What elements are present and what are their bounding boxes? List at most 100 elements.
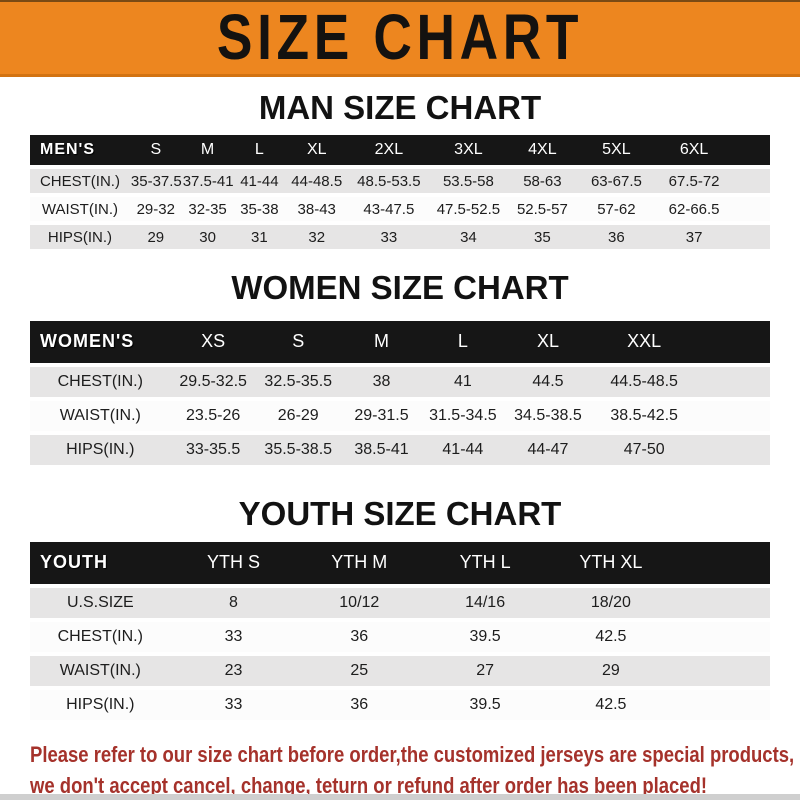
spacer-cell xyxy=(732,225,770,250)
table-cell: 39.5 xyxy=(422,621,548,652)
table-cell: 38 xyxy=(340,366,423,397)
table-cell: 8 xyxy=(170,587,297,618)
row-label: CHEST(IN.) xyxy=(30,621,171,652)
table-cell: 39.5 xyxy=(422,689,548,720)
table-cell: 42.5 xyxy=(547,621,674,652)
spacer-cell xyxy=(673,689,770,720)
youth-size-header: YTH M xyxy=(296,541,423,584)
table-cell: 32-35 xyxy=(181,197,234,222)
table-cell: 26-29 xyxy=(255,400,341,431)
table-cell: 44.5-48.5 xyxy=(592,366,696,397)
spacer-cell xyxy=(732,135,770,166)
youth-size-header: YTH L xyxy=(422,541,548,584)
youth-section-heading: YOUTH SIZE CHART xyxy=(238,494,562,532)
table-cell: 36 xyxy=(296,621,423,652)
table-cell: 33 xyxy=(348,225,430,250)
table-cell: 35-37.5 xyxy=(129,169,182,194)
men-hips-row: HIPS(IN.) 29 30 31 32 33 34 35 36 37 xyxy=(30,225,770,250)
youth-size-header: YTH XL xyxy=(547,541,674,584)
spacer-cell xyxy=(673,621,770,652)
row-label: CHEST(IN.) xyxy=(30,169,130,194)
row-label: HIPS(IN.) xyxy=(30,225,130,250)
youth-waist-row: WAIST(IN.) 23 25 27 29 xyxy=(30,655,770,686)
table-cell: 62-66.5 xyxy=(655,197,733,222)
youth-header-row: YOUTH YTH S YTH M YTH L YTH XL xyxy=(30,541,770,584)
table-cell: 44-48.5 xyxy=(285,169,349,194)
table-cell: 27 xyxy=(422,655,548,686)
women-section-heading: WOMEN SIZE CHART xyxy=(231,269,569,307)
table-cell: 41 xyxy=(422,366,504,397)
table-cell: 38.5-41 xyxy=(340,434,423,465)
table-cell: 35-38 xyxy=(233,197,286,222)
spacer-cell xyxy=(695,320,770,363)
table-cell: 52.5-57 xyxy=(507,197,578,222)
women-size-table: WOMEN'S XS S M L XL XXL CHEST(IN.) 29.5-… xyxy=(30,317,770,469)
row-label: WAIST(IN.) xyxy=(30,655,171,686)
table-cell: 31.5-34.5 xyxy=(422,400,504,431)
spacer-cell xyxy=(673,587,770,618)
row-label: WAIST(IN.) xyxy=(30,400,171,431)
table-cell: 25 xyxy=(296,655,423,686)
women-size-header: L xyxy=(422,320,504,363)
banner: SIZE CHART xyxy=(0,0,800,77)
men-size-header: 6XL xyxy=(655,135,733,166)
table-cell: 29-32 xyxy=(129,197,182,222)
table-cell: 48.5-53.5 xyxy=(348,169,430,194)
table-cell: 38.5-42.5 xyxy=(592,400,696,431)
table-cell: 29-31.5 xyxy=(340,400,423,431)
row-label: HIPS(IN.) xyxy=(30,434,171,465)
row-label: CHEST(IN.) xyxy=(30,366,171,397)
men-size-header: S xyxy=(129,135,182,166)
table-cell: 41-44 xyxy=(233,169,286,194)
spacer-cell xyxy=(732,197,770,222)
women-size-header: XS xyxy=(170,320,256,363)
men-size-header: 4XL xyxy=(507,135,578,166)
table-cell: 63-67.5 xyxy=(577,169,656,194)
men-size-header: 5XL xyxy=(577,135,656,166)
table-cell: 34 xyxy=(429,225,508,250)
youth-chest-row: CHEST(IN.) 33 36 39.5 42.5 xyxy=(30,621,770,652)
table-cell: 29.5-32.5 xyxy=(170,366,256,397)
table-cell: 47-50 xyxy=(592,434,696,465)
table-cell: 58-63 xyxy=(507,169,578,194)
table-cell: 36 xyxy=(296,689,423,720)
youth-corner-label: YOUTH xyxy=(30,541,171,584)
men-section-heading: MAN SIZE CHART xyxy=(258,89,542,126)
table-cell: 35.5-38.5 xyxy=(255,434,341,465)
order-disclaimer: Please refer to our size chart before or… xyxy=(30,739,795,800)
men-size-table: MEN'S S M L XL 2XL 3XL 4XL 5XL 6XL CHEST… xyxy=(30,131,770,253)
table-cell: 31 xyxy=(233,225,286,250)
spacer-cell xyxy=(695,434,770,465)
women-corner-label: WOMEN'S xyxy=(30,320,171,363)
table-cell: 32 xyxy=(285,225,349,250)
table-cell: 35 xyxy=(507,225,578,250)
women-size-header: M xyxy=(340,320,423,363)
table-cell: 30 xyxy=(181,225,234,250)
table-cell: 33 xyxy=(170,689,297,720)
table-cell: 29 xyxy=(547,655,674,686)
table-cell: 44-47 xyxy=(503,434,593,465)
table-cell: 23.5-26 xyxy=(170,400,256,431)
row-label: HIPS(IN.) xyxy=(30,689,171,720)
men-waist-row: WAIST(IN.) 29-32 32-35 35-38 38-43 43-47… xyxy=(30,197,770,222)
table-cell: 67.5-72 xyxy=(655,169,733,194)
table-cell: 34.5-38.5 xyxy=(503,400,593,431)
table-cell: 44.5 xyxy=(503,366,593,397)
table-cell: 42.5 xyxy=(547,689,674,720)
women-hips-row: HIPS(IN.) 33-35.5 35.5-38.5 38.5-41 41-4… xyxy=(30,434,770,465)
men-size-header: 2XL xyxy=(348,135,430,166)
disclaimer-line-2: we don't accept cancel, change, teturn o… xyxy=(30,772,708,798)
women-size-header: XL xyxy=(503,320,593,363)
table-cell: 33 xyxy=(170,621,297,652)
table-cell: 29 xyxy=(129,225,182,250)
table-cell: 32.5-35.5 xyxy=(255,366,341,397)
men-size-header: M xyxy=(181,135,234,166)
spacer-cell xyxy=(673,655,770,686)
youth-size-table: YOUTH YTH S YTH M YTH L YTH XL U.S.SIZE … xyxy=(30,538,770,724)
men-corner-label: MEN'S xyxy=(30,135,130,166)
disclaimer-line-1: Please refer to our size chart before or… xyxy=(30,741,795,767)
men-header-row: MEN'S S M L XL 2XL 3XL 4XL 5XL 6XL xyxy=(30,135,770,166)
men-size-header: L xyxy=(233,135,286,166)
women-size-header: S xyxy=(255,320,341,363)
